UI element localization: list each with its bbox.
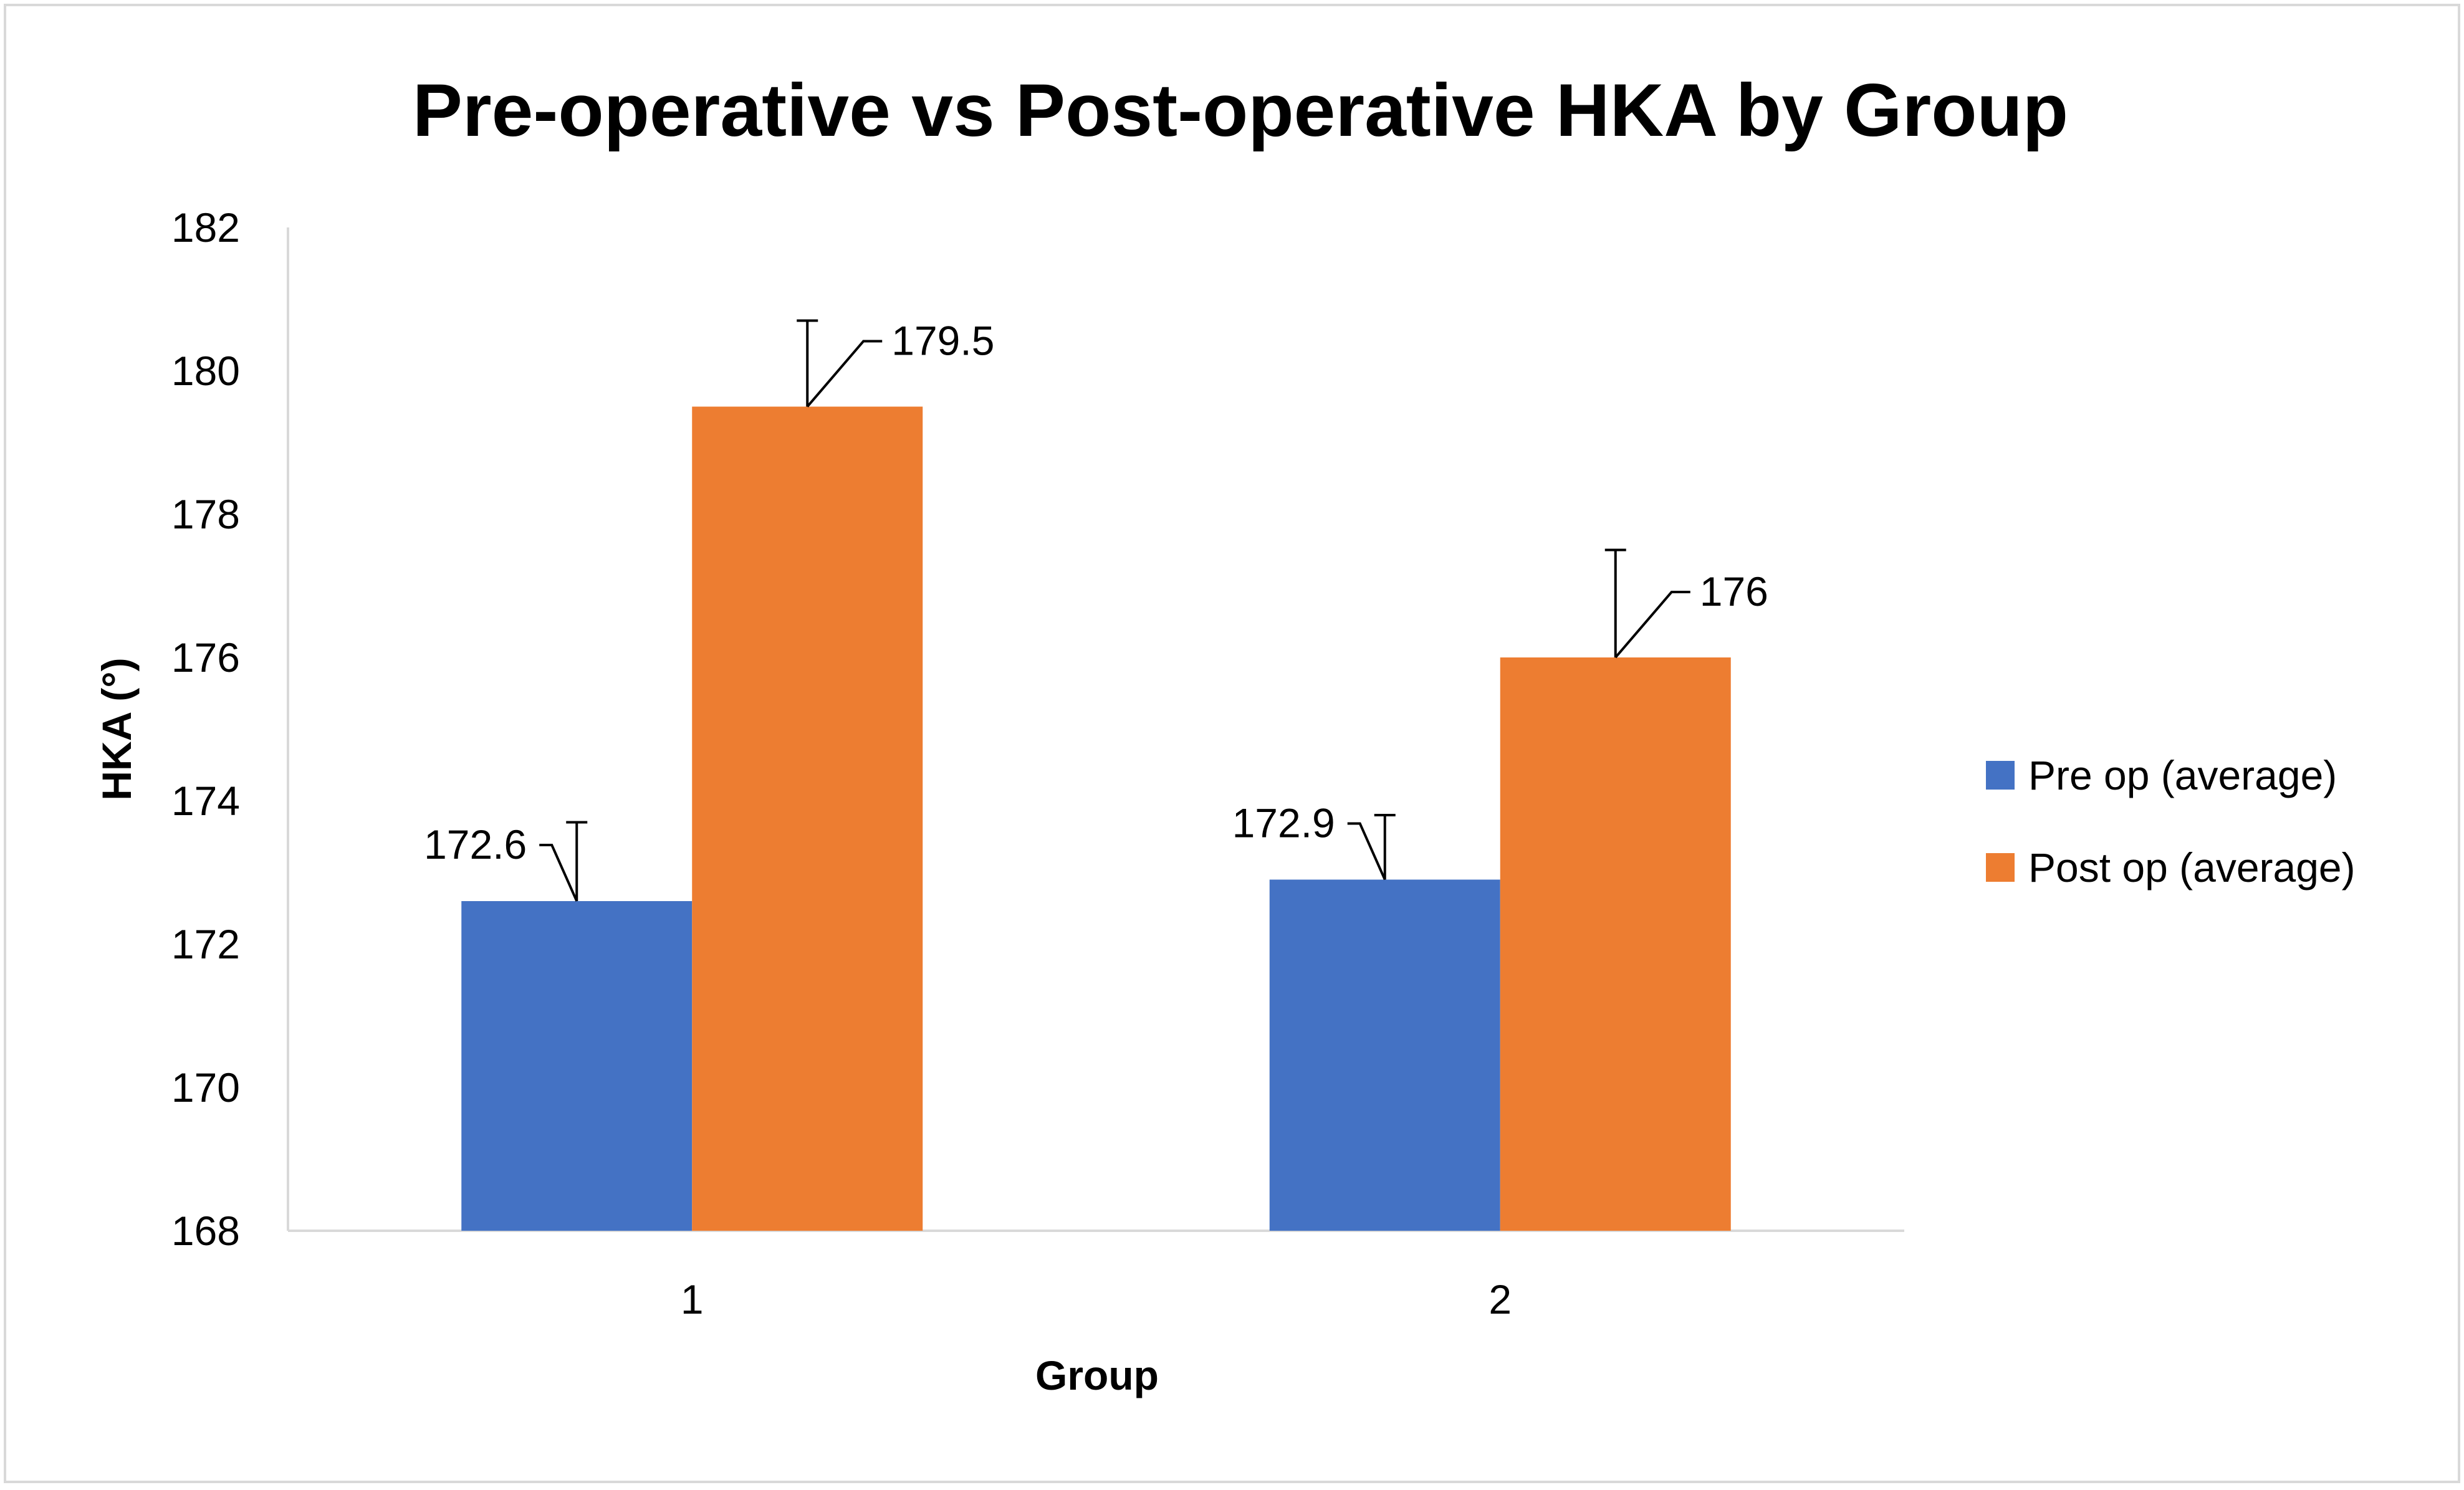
- legend-swatch: [1986, 853, 2015, 882]
- data-label: 172.6: [424, 821, 527, 867]
- y-tick-label: 172: [171, 921, 240, 967]
- data-label-leader: [806, 340, 883, 408]
- data-label: 179.5: [891, 318, 994, 364]
- bar-post-op: [692, 406, 923, 1231]
- data-label-leader: [1614, 591, 1690, 659]
- legend-label: Pre op (average): [2028, 752, 2337, 798]
- legend-label: Post op (average): [2028, 844, 2356, 891]
- y-tick-label: 174: [171, 778, 240, 824]
- data-labels-group: 172.6 179.5 172.9 176: [424, 318, 1768, 902]
- y-axis-title: HKA (°): [93, 657, 140, 800]
- y-tick-label: 182: [171, 204, 240, 251]
- data-label-leader: [539, 844, 578, 902]
- data-label: 172.9: [1232, 800, 1335, 846]
- y-axis-ticks: 168 170 172 174 176 178 180 182: [171, 204, 240, 1254]
- chart-border: [4, 4, 2460, 1483]
- y-tick-label: 178: [171, 491, 240, 537]
- x-axis-title: Group: [1035, 1352, 1159, 1398]
- y-tick-label: 176: [171, 634, 240, 681]
- chart-title: Pre-operative vs Post-operative HKA by G…: [413, 69, 2068, 152]
- y-tick-label: 180: [171, 348, 240, 394]
- y-tick-label: 170: [171, 1064, 240, 1110]
- bar-pre-op: [1269, 879, 1500, 1231]
- error-bars-group: [566, 319, 1626, 901]
- data-label: 176: [1700, 568, 1768, 614]
- legend: Pre op (average) Post op (average): [1986, 752, 2356, 891]
- bars-group: [461, 406, 1731, 1231]
- x-tick-label: 2: [1488, 1276, 1512, 1322]
- data-label-leader: [1347, 822, 1386, 881]
- x-tick-label: 1: [681, 1276, 704, 1322]
- legend-swatch: [1986, 761, 2015, 790]
- bar-post-op: [1500, 657, 1731, 1231]
- bar-pre-op: [461, 901, 693, 1231]
- y-tick-label: 168: [171, 1208, 240, 1254]
